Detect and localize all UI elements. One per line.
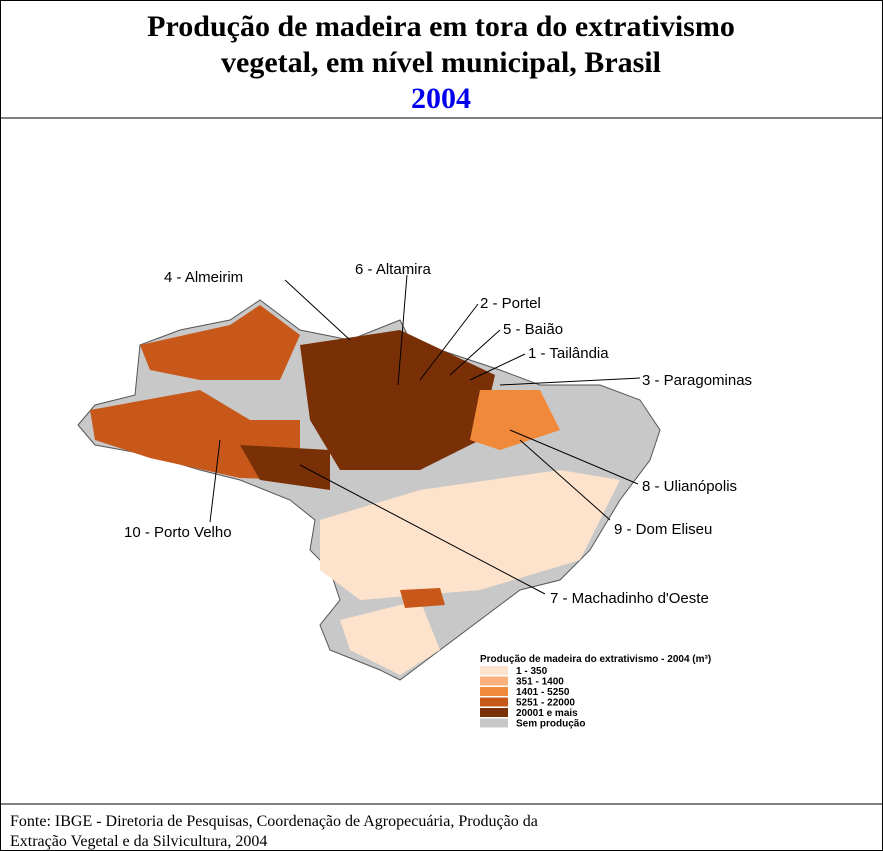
- region: [470, 390, 560, 450]
- region: [400, 588, 445, 608]
- region: [300, 330, 495, 470]
- legend-label: 351 - 1400: [516, 677, 564, 688]
- legend-label: 5251 - 22000: [516, 698, 575, 709]
- map: [77, 299, 661, 681]
- legend-label: 1401 - 5250: [516, 687, 570, 698]
- place-label: 2 - Portel: [480, 295, 541, 312]
- place-label: 4 - Almeirim: [164, 269, 243, 286]
- place-label: 1 - Tailândia: [528, 345, 609, 362]
- title-line: Produção de madeira em tora do extrativi…: [147, 10, 735, 43]
- title-line: vegetal, em nível municipal, Brasil: [221, 46, 661, 79]
- legend-label: 20001 e mais: [516, 708, 578, 719]
- region: [340, 600, 440, 675]
- region: [140, 305, 300, 380]
- legend-swatch: [480, 708, 508, 717]
- leader-lines: [209, 274, 641, 595]
- year: 2004: [411, 82, 471, 115]
- legend-swatch: [480, 666, 508, 675]
- region: [240, 445, 330, 490]
- region: [320, 470, 620, 600]
- place-label: 10 - Porto Velho: [124, 524, 232, 541]
- legend-label: 1 - 350: [516, 666, 548, 677]
- place-label: 5 - Baião: [503, 321, 563, 338]
- legend-label: Sem produção: [516, 719, 585, 730]
- legend-swatch: [480, 718, 508, 728]
- source-line: Extração Vegetal e da Silvicultura, 2004: [10, 833, 267, 850]
- place-label: 9 - Dom Eliseu: [614, 521, 712, 538]
- legend-swatch: [480, 687, 508, 696]
- place-label: 7 - Machadinho d'Oeste: [550, 590, 709, 607]
- source-line: Fonte: IBGE - Diretoria de Pesquisas, Co…: [10, 813, 538, 830]
- legend-swatch: [480, 676, 508, 686]
- place-label: 6 - Altamira: [355, 261, 432, 278]
- place-label: 3 - Paragominas: [642, 372, 752, 389]
- legend-swatch: [480, 697, 508, 707]
- legend-title: Produção de madeira do extrativismo - 20…: [480, 654, 711, 665]
- place-label: 8 - Ulianópolis: [642, 478, 737, 495]
